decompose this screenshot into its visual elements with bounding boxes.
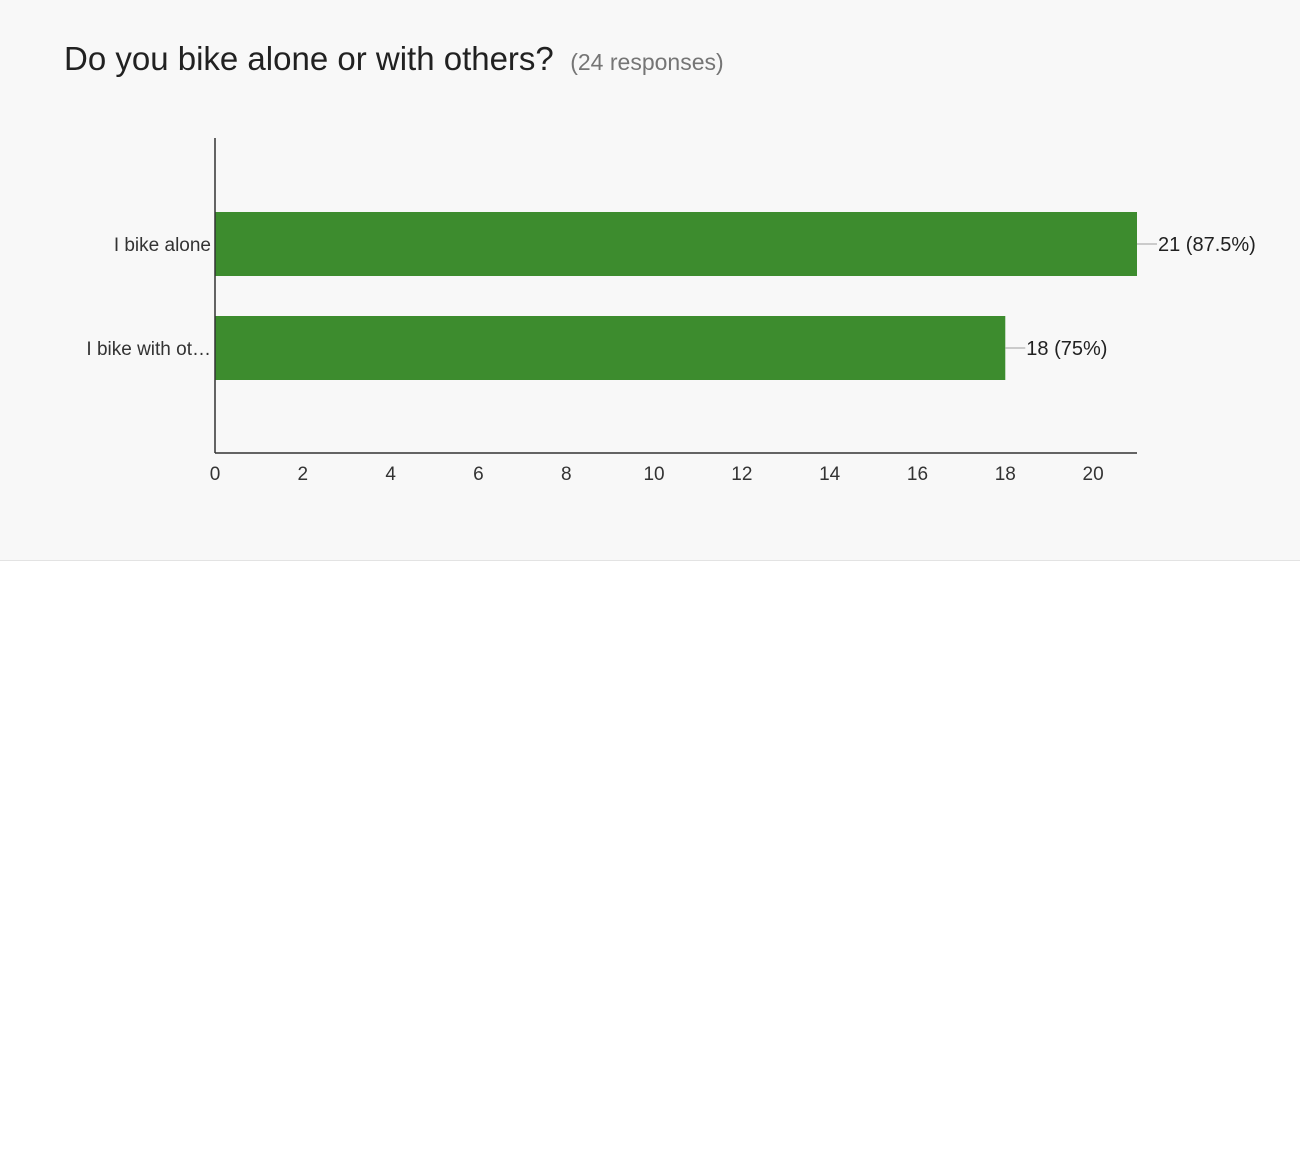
question-header: Do you bike alone or with others? (24 re… bbox=[64, 40, 724, 78]
x-tick-label: 10 bbox=[643, 464, 664, 485]
x-tick-label: 12 bbox=[731, 464, 752, 485]
x-tick-label: 4 bbox=[385, 464, 396, 485]
x-tick-label: 20 bbox=[1083, 464, 1104, 485]
x-tick-label: 2 bbox=[298, 464, 309, 485]
bar-2 bbox=[215, 316, 1006, 380]
question-card: Do you bike alone or with others? (24 re… bbox=[0, 0, 1300, 561]
page-background bbox=[0, 561, 1300, 1150]
data-label: 21 (87.5%) bbox=[1158, 234, 1256, 256]
category-label: I bike alone bbox=[114, 235, 211, 256]
data-label: 18 (75%) bbox=[1026, 338, 1107, 360]
bars-layer bbox=[215, 212, 1137, 380]
x-tick-labels: 0 2 4 6 8 10 12 14 16 18 20 bbox=[210, 464, 1104, 485]
category-label: I bike with ot… bbox=[86, 339, 211, 360]
question-title: Do you bike alone or with others? bbox=[64, 40, 554, 77]
x-tick-label: 16 bbox=[907, 464, 928, 485]
x-tick-label: 8 bbox=[561, 464, 572, 485]
x-tick-label: 14 bbox=[819, 464, 841, 485]
labels-layer: I bike alone 21 (87.5%) I bike with ot… 18 … bbox=[86, 234, 1255, 360]
x-tick-label: 0 bbox=[210, 464, 221, 485]
response-count: (24 responses) bbox=[570, 49, 724, 75]
x-tick-label: 6 bbox=[473, 464, 484, 485]
x-tick-label: 18 bbox=[995, 464, 1016, 485]
bar-1 bbox=[215, 212, 1137, 276]
bar-chart: I bike alone 21 (87.5%) I bike with ot… 18 … bbox=[86, 138, 1256, 485]
